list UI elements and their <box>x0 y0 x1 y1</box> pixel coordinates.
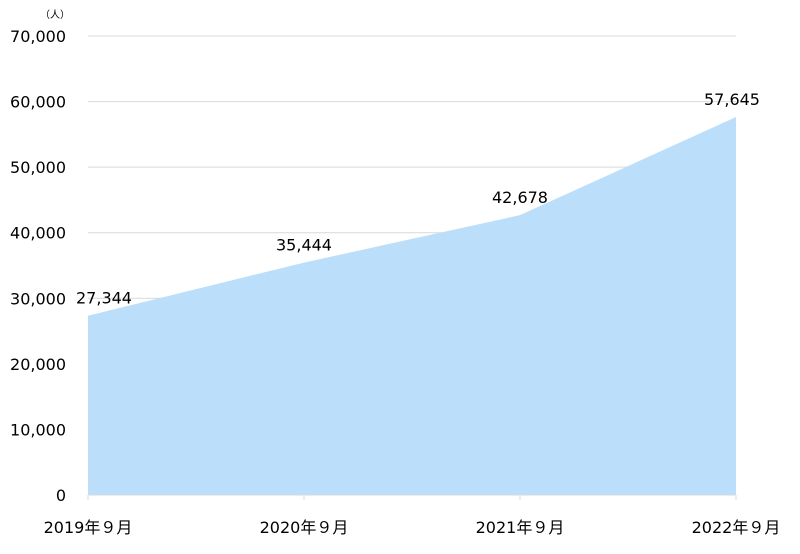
y-tick-label: 40,000 <box>10 224 66 243</box>
data-labels: 27,344 35,444 42,678 57,645 <box>76 90 760 308</box>
x-axis-ticks: 2019年９月 2020年９月 2021年９月 2022年９月 <box>44 518 781 537</box>
x-axis <box>87 494 737 500</box>
y-axis-unit-label: （人） <box>40 9 70 21</box>
x-tick-label: 2021年９月 <box>476 518 565 537</box>
y-tick-label: 30,000 <box>10 289 66 308</box>
x-tick-label: 2019年９月 <box>44 518 133 537</box>
y-tick-label: 60,000 <box>10 93 66 112</box>
y-tick-label: 20,000 <box>10 355 66 374</box>
data-label: 57,645 <box>704 90 760 109</box>
y-tick-label: 10,000 <box>10 420 66 439</box>
x-tick-label: 2022年９月 <box>692 518 781 537</box>
y-tick-label: 0 <box>56 486 66 505</box>
data-label: 27,344 <box>76 289 132 308</box>
data-label: 35,444 <box>276 236 332 255</box>
data-label: 42,678 <box>492 188 548 207</box>
y-tick-label: 70,000 <box>10 27 66 46</box>
y-tick-label: 50,000 <box>10 158 66 177</box>
area-fill <box>88 117 736 496</box>
y-axis-ticks: 0 10,000 20,000 30,000 40,000 50,000 60,000 70,… <box>10 27 66 505</box>
x-tick-label: 2020年９月 <box>260 518 349 537</box>
area-series <box>88 117 736 496</box>
